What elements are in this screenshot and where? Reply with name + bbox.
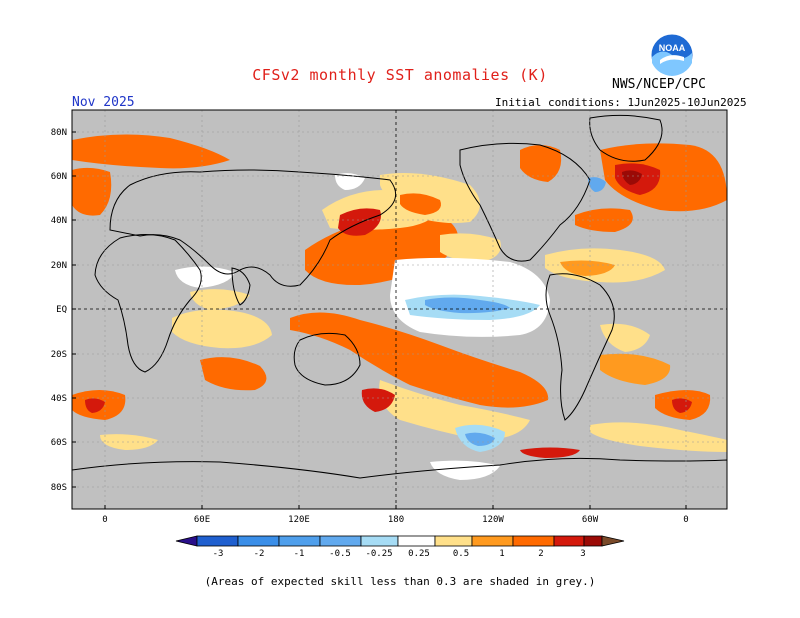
colorbar-segment	[583, 535, 603, 547]
colorbar-label: 3	[580, 549, 585, 559]
colorbar-segment	[434, 535, 473, 547]
lon-label: 60E	[194, 515, 210, 525]
continents	[72, 114, 727, 509]
colorbar-segment	[278, 535, 321, 547]
forecast-month: Nov 2025	[72, 95, 135, 110]
lat-label: 60N	[51, 172, 67, 182]
colorbar-label: 0.5	[453, 549, 469, 559]
colorbar-label: -2	[254, 549, 265, 559]
initial-conditions: Initial conditions: 1Jun2025-10Jun2025	[495, 96, 747, 109]
colorbar-segment	[237, 535, 280, 547]
lon-axis: 0 60E 120E 180 120W 60W 0	[102, 515, 688, 525]
chart-title: CFSv2 monthly SST anomalies (K)	[252, 66, 548, 84]
colorbar-label: -0.25	[365, 549, 392, 559]
lon-label: 0	[102, 515, 107, 525]
lat-label: 60S	[51, 438, 67, 448]
lat-label: 40S	[51, 394, 67, 404]
colorbar-segment	[397, 535, 436, 547]
lat-axis: 80N 60N 40N 20N EQ 20S 40S 60S 80S	[51, 128, 67, 493]
colorbar-label: -1	[294, 549, 305, 559]
colorbar-label: -0.5	[329, 549, 351, 559]
axis-ticks	[72, 131, 687, 509]
colorbar-segment	[196, 535, 239, 547]
colorbar-label: 2	[538, 549, 543, 559]
lat-label: 80N	[51, 128, 67, 138]
colorbar-min-arrow	[175, 535, 198, 547]
noaa-logo: NOAA	[650, 33, 694, 77]
map-grid	[72, 110, 727, 509]
lat-label: 40N	[51, 216, 67, 226]
skill-footnote: (Areas of expected skill less than 0.3 a…	[204, 575, 596, 588]
lat-label: EQ	[56, 305, 67, 315]
equator-dateline	[72, 110, 727, 509]
lon-label: 120W	[482, 515, 504, 525]
lon-label: 60W	[582, 515, 599, 525]
colorbar-segment	[319, 535, 362, 547]
colorbar-segment	[553, 535, 585, 547]
colorbar-max-arrow	[601, 535, 625, 547]
lon-label: 120E	[288, 515, 310, 525]
colorbar-label: 0.25	[408, 549, 430, 559]
colorbar-segment	[360, 535, 399, 547]
svg-text:NOAA: NOAA	[659, 43, 686, 53]
colorbar-label: 1	[499, 549, 504, 559]
colorbar-labels: -3 -2 -1 -0.5 -0.25 0.25 0.5 1 2 3	[213, 549, 586, 559]
colorbar-segment	[471, 535, 514, 547]
colorbar	[175, 535, 625, 547]
lat-label: 20N	[51, 261, 67, 271]
colorbar-segment	[512, 535, 555, 547]
lat-label: 80S	[51, 483, 67, 493]
warm-anomalies	[72, 134, 727, 458]
lon-label: 180	[388, 515, 404, 525]
lon-label: 0	[683, 515, 688, 525]
agency-label: NWS/NCEP/CPC	[612, 77, 706, 92]
colorbar-label: -3	[213, 549, 224, 559]
lat-label: 20S	[51, 350, 67, 360]
